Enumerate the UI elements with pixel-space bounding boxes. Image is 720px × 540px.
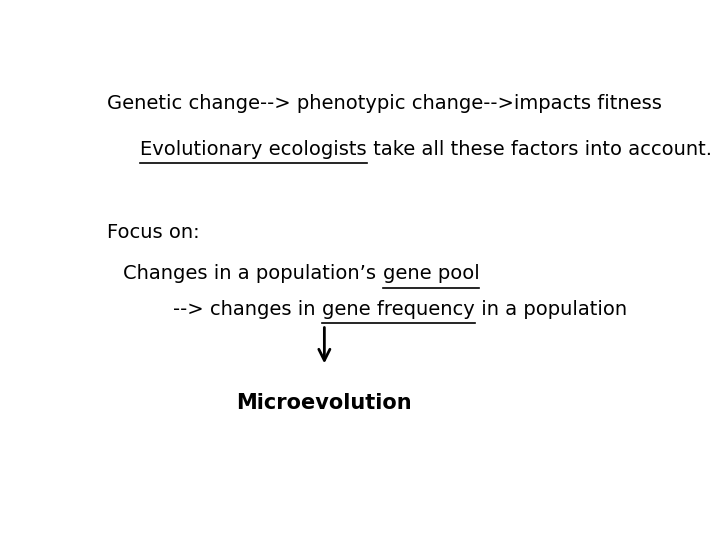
Text: Focus on:: Focus on:: [107, 223, 199, 242]
Text: Evolutionary ecologists: Evolutionary ecologists: [140, 140, 367, 159]
Text: Changes in a population’s: Changes in a population’s: [124, 265, 383, 284]
Text: gene pool: gene pool: [383, 265, 480, 284]
Text: Genetic change--> phenotypic change-->impacts fitness: Genetic change--> phenotypic change-->im…: [107, 94, 662, 113]
Text: in a population: in a population: [475, 300, 627, 319]
Text: take all these factors into account.: take all these factors into account.: [367, 140, 712, 159]
Text: Microevolution: Microevolution: [237, 393, 412, 413]
Text: --> changes in: --> changes in: [124, 300, 323, 319]
Text: gene frequency: gene frequency: [323, 300, 475, 319]
